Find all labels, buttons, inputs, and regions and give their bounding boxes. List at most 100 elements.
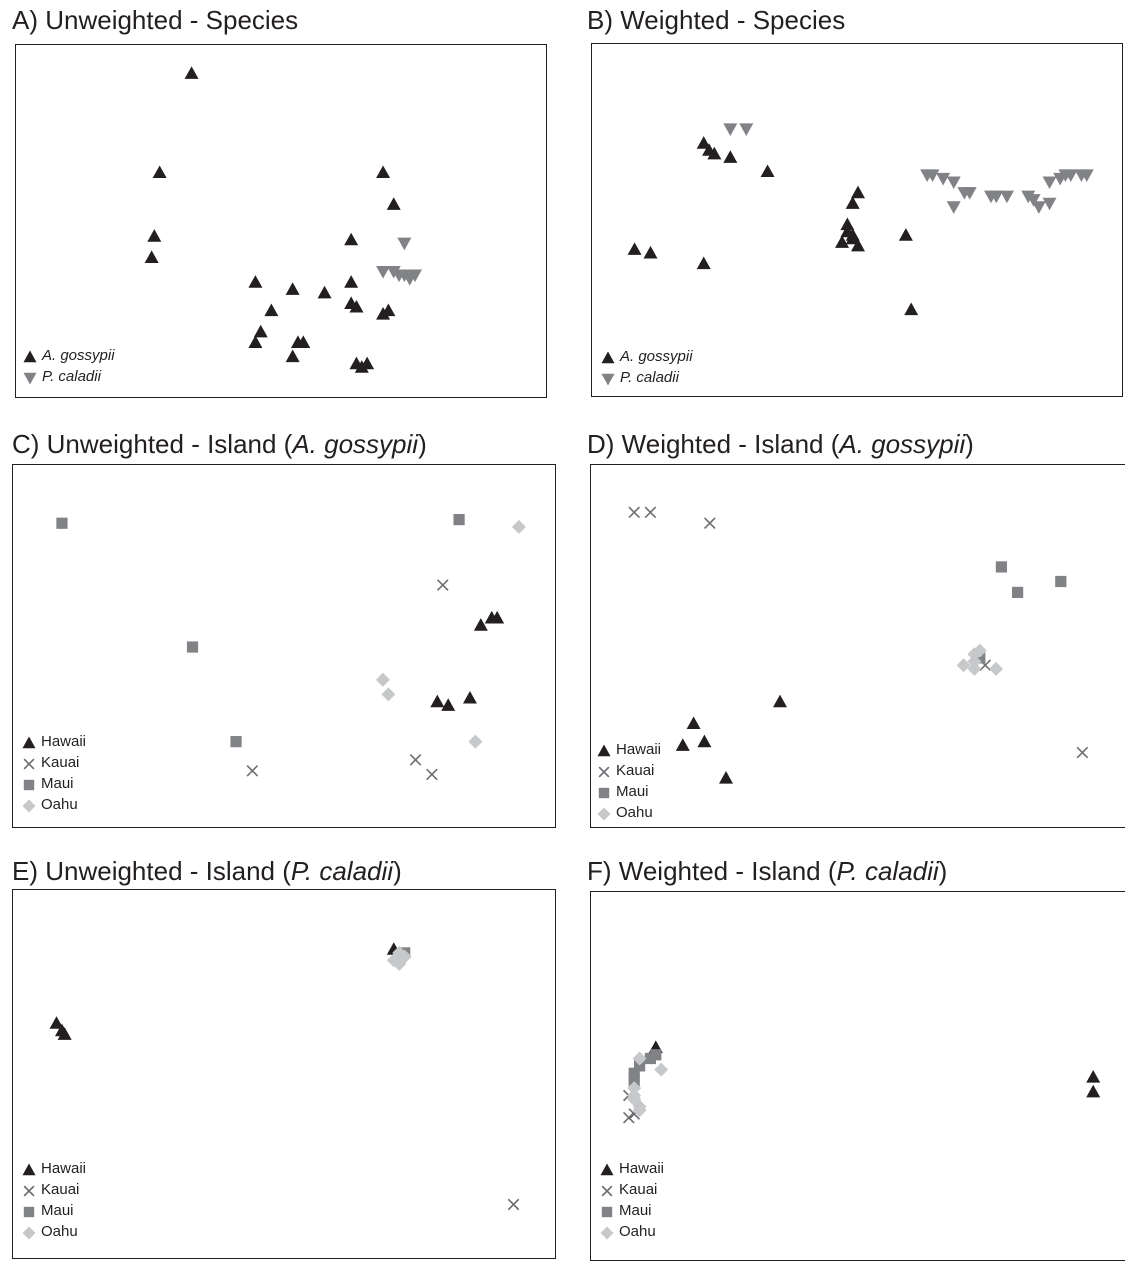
data-point	[644, 506, 657, 519]
legend-marker	[22, 1226, 36, 1239]
data-point	[49, 1016, 64, 1029]
legend: Hawaii Kauai Maui Oahu	[596, 739, 661, 823]
data-point	[296, 335, 311, 348]
data-point	[739, 123, 754, 136]
legend-marker	[22, 1163, 36, 1175]
data-point	[697, 734, 712, 748]
data-point	[147, 229, 162, 242]
plot-frame: A. gossypii P. caladii	[15, 44, 547, 398]
legend-marker	[597, 744, 611, 756]
legend-marker	[601, 1185, 613, 1196]
data-point	[946, 176, 961, 190]
data-point	[462, 690, 477, 704]
data-point	[627, 1081, 642, 1096]
legend-item: Hawaii	[596, 739, 661, 760]
legend-marker	[23, 1185, 35, 1196]
legend: A. gossypii P. caladii	[22, 345, 115, 387]
legend-label: Oahu	[616, 804, 653, 821]
panel-d: D) Weighted - Island (A. gossypii) Hawai…	[575, 422, 1125, 832]
data-point	[430, 694, 445, 708]
scatter-plot	[628, 506, 1089, 784]
data-point	[152, 165, 167, 179]
data-point	[989, 190, 1004, 204]
legend-label: Hawaii	[41, 733, 87, 750]
data-point	[344, 232, 359, 246]
data-point	[376, 265, 391, 279]
legend-label: Kauai	[616, 762, 655, 779]
chart-title: B) Weighted - Species	[587, 5, 846, 35]
data-point	[840, 217, 855, 231]
legend-marker	[23, 350, 37, 362]
chart-title: F) Weighted - Island (P. caladii)	[587, 856, 948, 886]
data-point	[381, 303, 396, 317]
chart-title: D) Weighted - Island (A. gossypii)	[587, 429, 974, 459]
legend-label: P. caladii	[42, 368, 101, 385]
legend-label: Oahu	[41, 1223, 78, 1240]
data-point	[230, 736, 242, 748]
data-point	[285, 349, 300, 363]
data-point	[1055, 575, 1067, 588]
plot-frame: A. gossypii P. caladii	[591, 43, 1123, 397]
data-point	[632, 1103, 647, 1118]
data-point	[627, 242, 642, 255]
legend-marker	[23, 372, 37, 384]
data-point	[974, 652, 986, 664]
data-point	[962, 187, 977, 200]
data-point	[511, 519, 526, 534]
panel-c: C) Unweighted - Island (A. gossypii) Haw…	[0, 422, 560, 832]
data-point	[845, 196, 860, 209]
data-point	[375, 672, 390, 687]
data-point	[248, 335, 263, 348]
legend-item: Hawaii	[599, 1158, 664, 1179]
legend-label: Hawaii	[41, 1160, 87, 1177]
data-point	[696, 256, 711, 270]
plot-frame: Hawaii Kauai Maui Oahu	[590, 464, 1125, 828]
data-point	[436, 579, 449, 591]
data-point	[397, 237, 412, 251]
legend-marker	[22, 736, 36, 748]
data-point	[360, 356, 375, 370]
legend-label: Hawaii	[616, 741, 662, 758]
legend-label: Maui	[616, 783, 649, 800]
data-point	[1086, 1084, 1101, 1098]
data-point	[628, 1075, 640, 1087]
panel-f: F) Weighted - Island (P. caladii) Hawaii…	[575, 850, 1125, 1261]
data-point	[317, 285, 332, 299]
legend-marker	[598, 787, 610, 798]
data-point	[1076, 746, 1089, 759]
legend-marker	[601, 1206, 613, 1217]
legend-marker	[23, 779, 35, 790]
data-point	[392, 945, 407, 960]
data-point	[184, 66, 199, 79]
scatter-plot	[627, 123, 1094, 316]
data-point	[972, 643, 987, 658]
data-point	[386, 197, 401, 210]
legend: A. gossypii P. caladii	[600, 346, 693, 388]
data-point	[376, 165, 391, 179]
legend-item: Oahu	[21, 794, 86, 815]
panel-a: A) Unweighted - Species A. gossypii P. ca…	[0, 0, 560, 410]
legend-item: Oahu	[21, 1221, 86, 1242]
data-point	[1012, 586, 1024, 598]
data-point	[967, 661, 982, 676]
data-point	[144, 250, 159, 263]
legend-item: Maui	[21, 1200, 86, 1221]
plot-frame: Hawaii Kauai Maui Oahu	[12, 464, 556, 828]
data-point	[1042, 176, 1057, 190]
legend-item: Kauai	[21, 1179, 86, 1200]
panel-b: B) Weighted - Species A. gossypii P. cala…	[575, 0, 1125, 410]
data-point	[453, 514, 465, 526]
data-point	[57, 1027, 72, 1040]
data-point	[490, 610, 505, 624]
data-point	[264, 303, 279, 317]
legend-marker	[22, 799, 36, 812]
scatter-plot	[144, 66, 422, 373]
legend-label: Hawaii	[619, 1160, 665, 1177]
legend-label: Oahu	[41, 796, 78, 813]
data-point	[686, 716, 701, 730]
data-point	[995, 561, 1007, 573]
data-point	[632, 1051, 647, 1066]
data-point	[967, 654, 982, 669]
legend-item: Maui	[596, 781, 661, 802]
legend-label: Maui	[41, 1202, 74, 1219]
